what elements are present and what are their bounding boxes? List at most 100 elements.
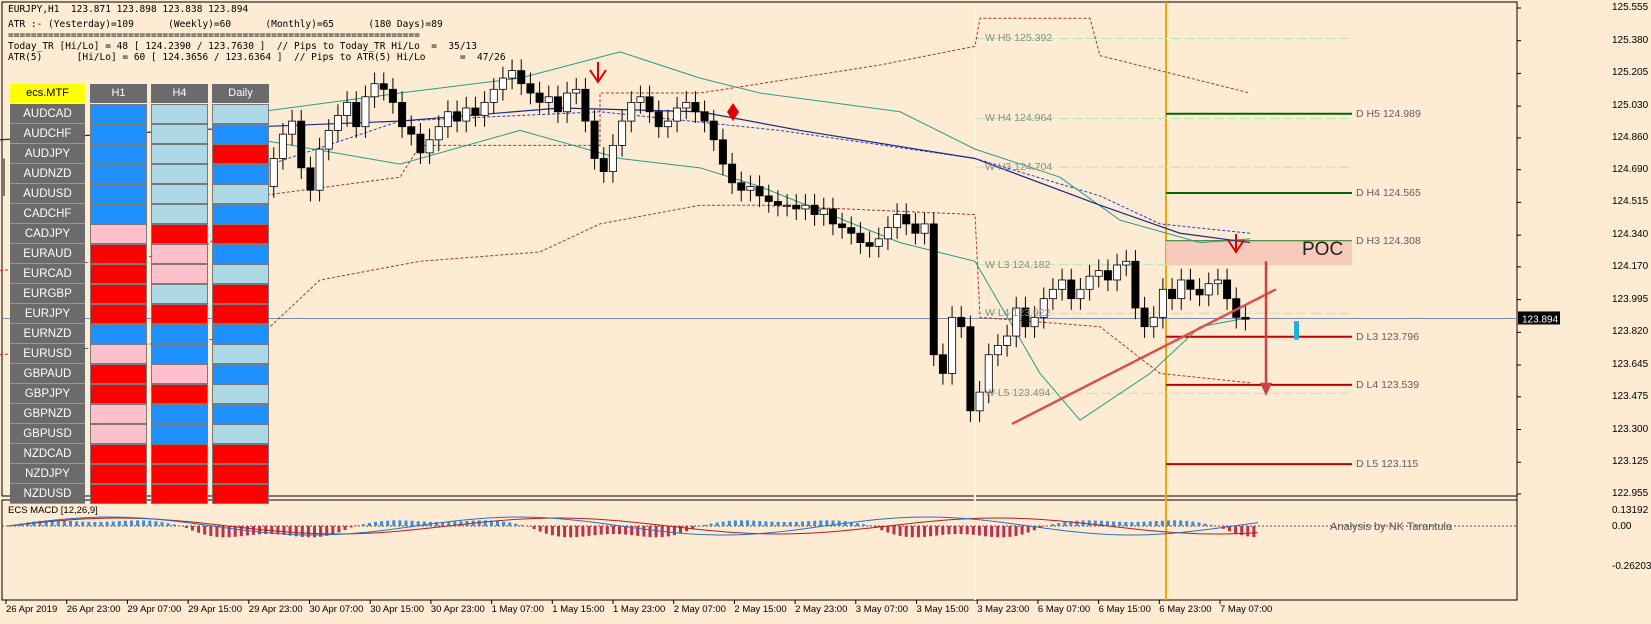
time-tick-label: 6 May 07:00 — [1037, 604, 1091, 615]
macd-histogram-bar — [892, 526, 896, 535]
macd-histogram-bar — [81, 521, 85, 526]
macd-histogram-bar — [1167, 520, 1170, 526]
macd-tick-label: 0.13192 — [1612, 505, 1649, 516]
lower-band — [259, 129, 1251, 421]
bear-candle — [517, 70, 526, 85]
bear-candle — [654, 111, 663, 128]
macd-histogram-bar — [672, 526, 676, 536]
macd-histogram-bar — [154, 521, 158, 526]
mtf-cell — [151, 184, 208, 204]
macd-histogram-bar — [502, 521, 506, 526]
mtf-symbol: CADCHF — [10, 204, 85, 224]
bear-candle — [306, 167, 315, 191]
bear-candle — [526, 83, 535, 94]
bear-candle — [810, 204, 819, 215]
price-tick-label: 123.995 — [1612, 293, 1649, 305]
macd-histogram-bar — [1160, 520, 1164, 526]
mtf-symbol: GBPJPY — [10, 384, 85, 404]
time-tick-label: 30 Apr 07:00 — [309, 604, 364, 615]
macd-histogram-bar — [666, 526, 670, 537]
macd-histogram-bar — [288, 526, 292, 536]
macd-histogram-bar — [306, 526, 310, 538]
bull-candle — [1204, 283, 1213, 296]
daily-level-label: D L3 123.796 — [1356, 330, 1420, 343]
macd-histogram-bar — [916, 526, 920, 538]
macd-histogram-bar — [258, 526, 262, 535]
target-arrow-head-icon — [1260, 382, 1272, 396]
bear-candle — [1223, 279, 1232, 300]
sell-arrow-icon — [589, 62, 607, 84]
weekly-level-label: W L4 123.922 — [985, 307, 1051, 320]
macd-histogram-bar — [331, 526, 335, 535]
macd-histogram-bar — [453, 521, 457, 526]
macd-histogram-bar — [1093, 520, 1097, 526]
price-tick-label: 125.030 — [1612, 100, 1649, 112]
bull-candle — [975, 391, 984, 412]
macd-histogram-bar — [1191, 521, 1195, 526]
macd-histogram-bar — [611, 526, 615, 535]
bull-candle — [920, 223, 929, 234]
macd-histogram-bar — [990, 526, 994, 537]
bull-candle — [343, 101, 352, 116]
bull-candle — [874, 238, 883, 247]
bull-candle — [1076, 288, 1085, 300]
macd-histogram-bar — [752, 520, 756, 526]
mtf-cell — [151, 444, 208, 464]
mtf-cell — [151, 384, 208, 404]
bull-candle — [324, 130, 333, 150]
bear-candle — [398, 101, 407, 128]
macd-histogram-bar — [410, 520, 414, 526]
mtf-symbol: AUDNZD — [10, 164, 85, 184]
time-tick-label: 1 May 23:00 — [613, 604, 666, 615]
macd-histogram-bar — [87, 521, 91, 526]
time-tick-label: 6 May 15:00 — [1098, 604, 1151, 615]
bear-candle — [755, 186, 764, 197]
mtf-cell — [212, 364, 269, 384]
macd-histogram-bar — [953, 526, 957, 535]
macd-label: ECS MACD [12,26,9] — [8, 505, 98, 516]
bear-candle — [453, 111, 462, 122]
bull-candle — [1213, 279, 1222, 285]
mtf-cell — [151, 424, 208, 444]
bull-candle — [563, 92, 572, 113]
macd-histogram-bar — [727, 520, 731, 526]
macd-histogram-bar — [587, 526, 591, 536]
macd-histogram-bar — [221, 526, 225, 538]
mtf-cell — [90, 264, 147, 284]
bear-candle — [553, 96, 562, 113]
mtf-cell — [212, 264, 269, 284]
macd-histogram-bar — [209, 526, 213, 537]
bear-candle — [828, 208, 837, 225]
price-tick-label: 124.690 — [1612, 163, 1649, 175]
macd-histogram-bar — [770, 521, 774, 526]
bear-candle — [1241, 316, 1250, 320]
bear-candle — [1168, 288, 1177, 300]
macd-histogram-bar — [416, 521, 420, 526]
mtf-symbol: AUDCHF — [10, 124, 85, 144]
macd-histogram-bar — [166, 523, 170, 526]
bull-candle — [425, 139, 434, 154]
macd-histogram-bar — [1014, 526, 1018, 536]
mtf-col-h1: H1 — [90, 84, 147, 103]
macd-histogram-bar — [380, 521, 384, 526]
macd-histogram-bar — [123, 520, 127, 526]
mtf-cell — [90, 184, 147, 204]
weekly-level-label: W H4 124.964 — [985, 112, 1053, 125]
macd-histogram-bar — [270, 526, 274, 535]
marker-icon — [1294, 321, 1299, 340]
macd-histogram-bar — [239, 526, 243, 537]
bull-candle — [462, 107, 471, 122]
macd-histogram-bar — [654, 526, 658, 538]
mtf-cell — [212, 444, 269, 464]
bear-candle — [1021, 307, 1030, 328]
macd-histogram-bar — [520, 524, 524, 526]
price-tick-label: 124.515 — [1612, 196, 1649, 208]
diamond-signal-icon — [727, 103, 739, 121]
macd-histogram-bar — [215, 526, 219, 537]
bull-candle — [572, 88, 581, 94]
mtf-cell — [151, 364, 208, 384]
bull-candle — [893, 214, 902, 229]
macd-histogram-bar — [532, 526, 536, 530]
